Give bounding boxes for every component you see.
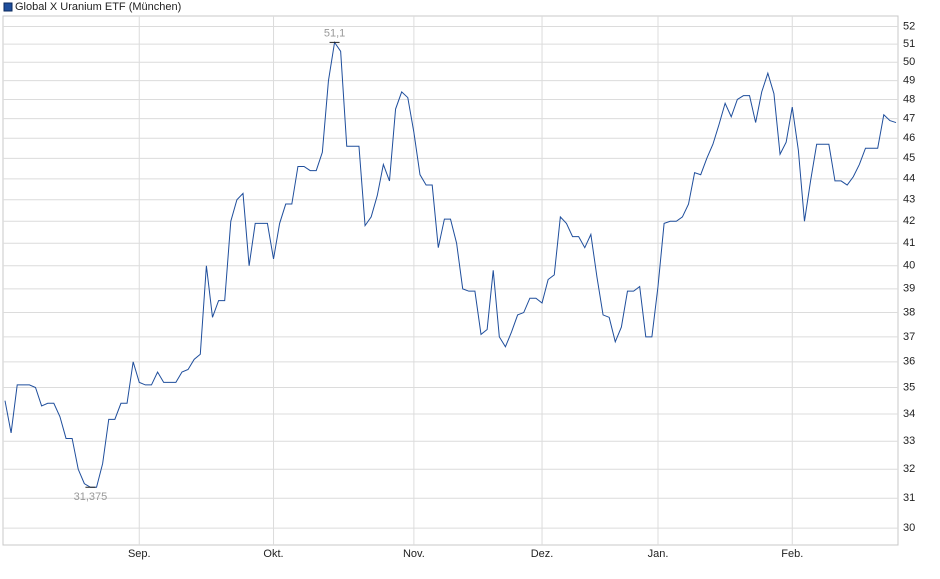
y-tick-label: 36 bbox=[903, 356, 915, 368]
x-tick-label: Sep. bbox=[128, 548, 151, 560]
y-tick-label: 44 bbox=[903, 173, 915, 185]
y-tick-label: 33 bbox=[903, 435, 915, 447]
y-tick-label: 38 bbox=[903, 306, 915, 318]
price-line bbox=[4, 41, 897, 488]
x-tick-label: Jan. bbox=[648, 548, 669, 560]
y-tick-label: 52 bbox=[903, 20, 915, 32]
y-tick-label: 32 bbox=[903, 463, 915, 475]
plot-frame bbox=[2, 15, 899, 546]
y-tick-label: 39 bbox=[903, 283, 915, 295]
y-tick-label: 43 bbox=[903, 194, 915, 206]
y-tick-label: 42 bbox=[903, 215, 915, 227]
y-tick-label: 37 bbox=[903, 331, 915, 343]
y-tick-label: 40 bbox=[903, 260, 915, 272]
y-tick-label: 41 bbox=[903, 237, 915, 249]
x-tick-label: Nov. bbox=[403, 548, 425, 560]
legend-label: Global X Uranium ETF (München) bbox=[15, 1, 181, 13]
y-tick-label: 51 bbox=[903, 38, 915, 50]
y-tick-label: 46 bbox=[903, 132, 915, 144]
x-tick-label: Okt. bbox=[263, 548, 283, 560]
y-tick-label: 47 bbox=[903, 113, 915, 125]
value-label: 31,375 bbox=[74, 491, 108, 503]
y-tick-label: 45 bbox=[903, 152, 915, 164]
legend-swatch bbox=[3, 2, 13, 12]
x-tick-label: Dez. bbox=[531, 548, 554, 560]
y-tick-label: 50 bbox=[903, 56, 915, 68]
y-tick-label: 48 bbox=[903, 93, 915, 105]
y-tick-label: 49 bbox=[903, 75, 915, 87]
value-label: 51,1 bbox=[324, 27, 345, 39]
y-tick-label: 31 bbox=[903, 492, 915, 504]
y-tick-label: 34 bbox=[903, 408, 915, 420]
y-tick-label: 35 bbox=[903, 381, 915, 393]
x-tick-label: Feb. bbox=[781, 548, 803, 560]
y-tick-label: 30 bbox=[903, 522, 915, 534]
